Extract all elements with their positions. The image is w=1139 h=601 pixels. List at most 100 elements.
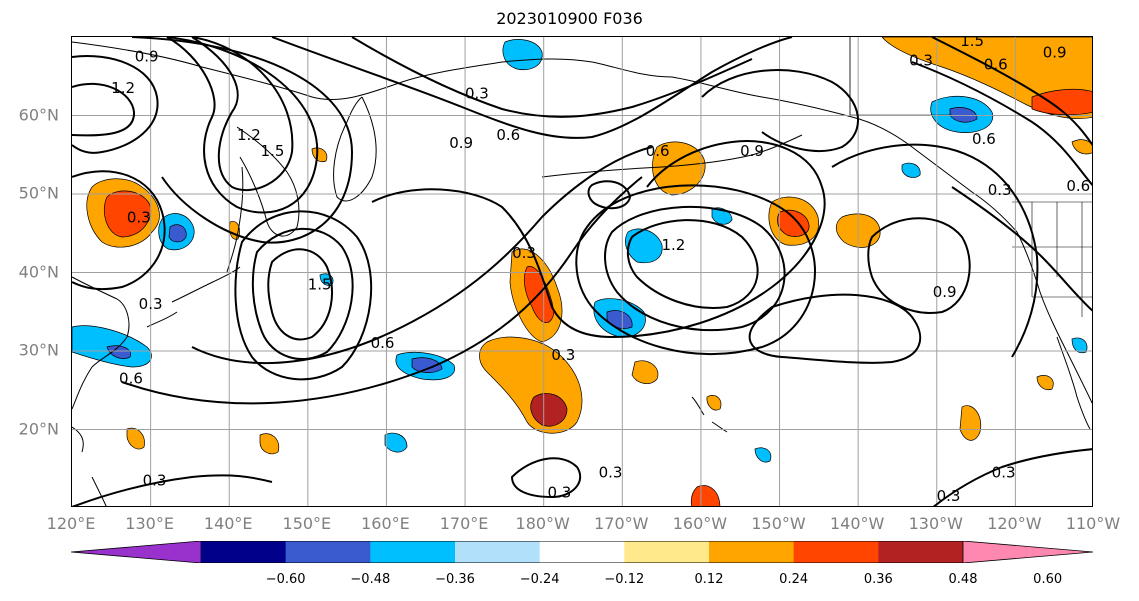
contour-label: 1.2 [661, 236, 685, 254]
contour-label: 1.5 [308, 275, 332, 293]
contour-line-labels: 0.91.21.51.20.30.9 0.60.6 0.90.30.31.50.3 1… [111, 37, 1090, 505]
contour-line-0.6-canada [911, 61, 1092, 187]
contour-label: 0.6 [972, 130, 996, 148]
colorbar-bin [709, 541, 795, 563]
contour-label: 0.3 [992, 464, 1016, 482]
contour-line-0.3-central [121, 176, 643, 405]
contour-line-1.5-kamchatka [191, 37, 294, 192]
contour-label: 0.3 [143, 472, 167, 490]
colorbar [71, 541, 1093, 563]
colorbar-tick-label: −0.24 [519, 572, 560, 587]
anomaly-core-central-pacific-south [411, 357, 443, 373]
contour-label: 0.3 [465, 85, 489, 103]
anomaly-patch-small-3 [1071, 139, 1092, 155]
plot-title: 2023010900 F036 [496, 9, 643, 28]
contour-line-0.3-bottom-right [932, 448, 1092, 506]
colorbar-tick-label: 0.48 [948, 572, 978, 587]
latitude-label: 30°N [18, 340, 59, 360]
longitude-label: 140°W [829, 514, 885, 533]
longitude-label: 140°E [203, 514, 253, 533]
contour-label: 1.5 [960, 37, 984, 50]
colorbar-bin [878, 541, 964, 563]
longitude-label: 150°W [751, 514, 806, 533]
anomaly-patch-philippine-sea [259, 433, 280, 455]
contour-line-0.3-large [371, 140, 826, 339]
coast-kamchatka [333, 96, 377, 202]
longitude-label: 120°W [987, 514, 1042, 533]
coast-baja [1056, 336, 1091, 430]
contour-line-0.3-north [351, 37, 753, 118]
contour-label: 0.6 [1066, 177, 1090, 195]
anomaly-patch-small-1 [311, 147, 328, 163]
anomaly-patch-small-blue-3 [901, 162, 921, 178]
anomaly-core-east-china [106, 345, 132, 359]
contour-line-0.9-east [867, 217, 971, 314]
negative-anomaly-patches [72, 39, 1088, 463]
colorbar-bin [624, 541, 710, 563]
contour-line-0.3-west-coast [951, 186, 1092, 312]
longitude-label: 160°E [361, 514, 410, 533]
contour-label: 0.3 [909, 52, 933, 70]
contour-line-0.6-east [831, 143, 1039, 358]
latitude-label: 50°N [18, 183, 59, 203]
colorbar-tick-label: 0.12 [694, 572, 724, 587]
contour-line-0.3-bottom-center [510, 457, 582, 499]
colorbar-bin [201, 541, 287, 563]
contour-label: 1.2 [111, 79, 135, 97]
anomaly-patch-small-5 [706, 395, 722, 411]
contour-label: 0.9 [933, 283, 957, 301]
anomaly-core-dateline-south [530, 393, 568, 427]
contour-label: 0.3 [937, 487, 961, 505]
latitude-label: 20°N [18, 419, 59, 438]
colorbar-bin [455, 541, 541, 563]
anomaly-patch-small-4 [1036, 375, 1054, 391]
longitude-label: 160°W [672, 514, 728, 533]
contour-line-1.2-west [72, 82, 136, 137]
boundary-states-2 [1012, 246, 1092, 298]
contour-lines [72, 37, 1092, 506]
colorbar-tick-label: −0.60 [265, 572, 306, 587]
contour-line-0.3-east [748, 293, 922, 364]
anomaly-core-north-pacific-east [777, 209, 810, 237]
longitude-label: 120°E [46, 514, 96, 533]
contour-label: 0.6 [496, 126, 520, 144]
contour-label: 0.6 [119, 369, 143, 387]
longitude-label: 150°E [282, 514, 332, 533]
contour-line-0.3-canada [931, 37, 1092, 146]
colorbar-tick-label: −0.48 [350, 572, 391, 587]
colorbar-tick-label: −0.36 [435, 572, 475, 587]
contour-line-1.2-trough [251, 227, 354, 361]
graticule [72, 37, 1092, 506]
colorbar-bin [285, 541, 371, 563]
coast-okhotsk [236, 126, 300, 237]
colorbar-tick-label: −0.12 [604, 572, 645, 587]
longitude-label: 130°W [908, 514, 963, 533]
anomaly-core-arctic-canada [1031, 88, 1092, 116]
contour-line-0.9-east-low [604, 205, 786, 331]
contour-line-1.2-kamchatka [166, 37, 319, 214]
longitude-label: 180°W [515, 514, 570, 533]
anomaly-patch-small-blue-4 [1071, 337, 1088, 354]
colorbar-bin [370, 541, 456, 563]
longitude-label: 130°E [125, 514, 174, 533]
contour-line-0.3-bottom [72, 474, 273, 506]
contour-label: 0.9 [1043, 44, 1067, 62]
coast-taiwan-philippines [72, 426, 107, 506]
contour-line-1.5-trough [267, 248, 333, 341]
contour-line-0.3-sea-japan [72, 170, 166, 291]
coast-japan [146, 266, 241, 328]
contour-label: 0.6 [646, 142, 670, 160]
boundary-states-1 [1031, 202, 1083, 317]
anomaly-patch-hawaii [631, 360, 659, 384]
contour-line-0.6-small-loop [587, 180, 632, 210]
contour-line-0.6-central [191, 146, 653, 365]
coast-aleutians [541, 134, 803, 178]
coast-alaska [671, 76, 1018, 233]
contour-label: 0.3 [512, 244, 536, 262]
map-canvas: 0.91.21.51.20.30.9 0.60.6 0.90.30.31.50.3 1… [72, 37, 1092, 506]
longitude-label: 170°E [439, 514, 489, 533]
coast-sakhalin [226, 166, 244, 273]
contour-line-0.6-east-low [575, 184, 816, 356]
anomaly-patch-west-tropical [126, 427, 145, 450]
contour-label: 0.3 [127, 209, 151, 227]
